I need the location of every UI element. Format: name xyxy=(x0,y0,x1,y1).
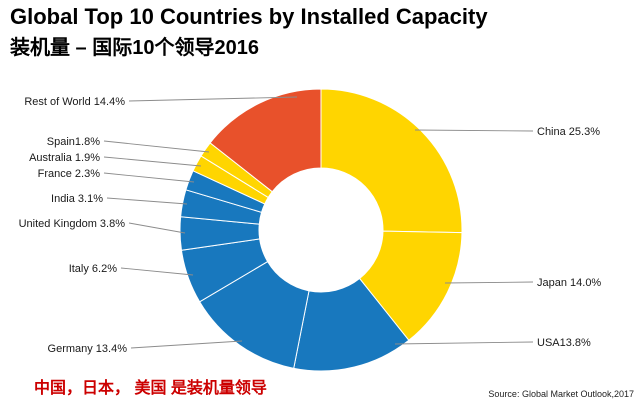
label-germany: Germany 13.4% xyxy=(48,343,128,355)
leader-line-italy xyxy=(120,267,194,276)
leader-line-rest-of-world xyxy=(128,96,298,102)
label-rest-of-world: Rest of World 14.4% xyxy=(24,96,125,108)
label-japan: Japan 14.0% xyxy=(537,277,601,289)
leader-line-india xyxy=(106,197,188,205)
page-subtitle: 装机量 – 国际10个领导2016 xyxy=(10,37,259,59)
label-italy: Italy 6.2% xyxy=(69,263,118,275)
page-title: Global Top 10 Countries by Installed Cap… xyxy=(10,4,488,29)
footer-note: 中国，日本， 美国 是装机量领导 xyxy=(34,380,267,397)
label-china: China 25.3% xyxy=(537,126,600,138)
label-united-kingdom: United Kingdom 3.8% xyxy=(19,218,126,230)
label-usa: USA13.8% xyxy=(537,337,591,349)
label-australia: Australia 1.9% xyxy=(29,152,100,164)
slice-china xyxy=(320,88,463,234)
leader-line-germany xyxy=(130,340,243,349)
leader-line-france xyxy=(103,172,195,183)
leader-line-usa xyxy=(394,341,534,345)
label-spain: Spain1.8% xyxy=(47,136,100,148)
label-france: France 2.3% xyxy=(38,168,101,180)
leader-line-australia xyxy=(103,156,202,167)
slice-rest-of-world xyxy=(209,88,322,193)
leader-line-united-kingdom xyxy=(128,222,186,234)
source-caption: Source: Global Market Outlook,2017 xyxy=(488,389,634,399)
leader-line-japan xyxy=(444,281,534,284)
leader-line-spain xyxy=(103,140,210,153)
leader-line-china xyxy=(414,129,534,132)
label-india: India 3.1% xyxy=(51,193,103,205)
